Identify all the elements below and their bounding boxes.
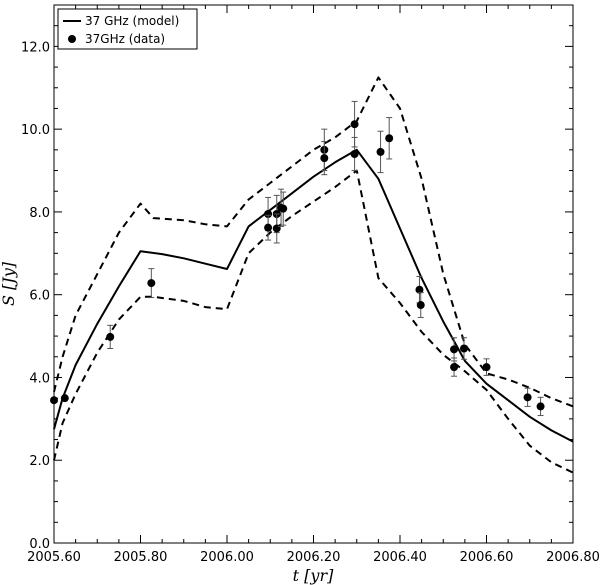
- y-tick-label: 10.0: [21, 123, 50, 138]
- y-tick-label: 12.0: [21, 40, 50, 55]
- x-tick-label: 2005.80: [114, 550, 168, 565]
- data-point: [416, 301, 425, 310]
- series-layer: [50, 76, 574, 474]
- data-point: [482, 363, 491, 372]
- data-point: [320, 154, 329, 163]
- data-point: [385, 134, 394, 143]
- legend-data-label: 37GHz (data): [85, 32, 165, 46]
- x-tick-label: 2006.00: [200, 550, 254, 565]
- data-point: [147, 279, 156, 288]
- data-point: [450, 345, 459, 354]
- data-point: [460, 344, 469, 353]
- data-point: [272, 224, 281, 233]
- data-point: [106, 332, 115, 341]
- x-tick-label: 2006.80: [546, 550, 600, 565]
- y-tick-label: 2.0: [29, 454, 50, 469]
- x-axis-label: t [yr]: [293, 566, 334, 585]
- legend-data-marker: [68, 35, 76, 43]
- y-axis-label: S [Jy]: [0, 261, 18, 306]
- data-point: [264, 209, 273, 218]
- y-tick-label: 8.0: [29, 206, 50, 221]
- y-tick-label: 0.0: [29, 537, 50, 552]
- x-tick-label: 2006.60: [460, 550, 514, 565]
- model-bound-line-2: [53, 169, 574, 474]
- plot-frame: [53, 4, 574, 544]
- data-point: [60, 394, 69, 403]
- data-point: [350, 120, 359, 129]
- ticks-layer: 2005.60 2005.80 2006.00 2006.20 2006.40 2006.…: [21, 4, 600, 565]
- y-tick-label: 6.0: [29, 289, 50, 304]
- model-line: [53, 148, 574, 443]
- legend-model-label: 37 GHz (model): [85, 14, 179, 28]
- data-point: [264, 223, 273, 232]
- data-point: [376, 147, 385, 156]
- legend-box: [57, 8, 198, 50]
- y-tick-label: 4.0: [29, 371, 50, 386]
- legend: 37 GHz (model) 37GHz (data): [57, 8, 198, 50]
- data-point: [450, 363, 459, 372]
- x-tick-label: 2006.20: [287, 550, 341, 565]
- data-point: [279, 204, 288, 213]
- x-tick-label: 2005.60: [27, 550, 81, 565]
- x-tick-label: 2006.40: [373, 550, 427, 565]
- data-point: [536, 402, 545, 411]
- data-point: [523, 393, 532, 402]
- data-point: [350, 149, 359, 158]
- data-point: [50, 396, 58, 405]
- data-point: [415, 285, 424, 294]
